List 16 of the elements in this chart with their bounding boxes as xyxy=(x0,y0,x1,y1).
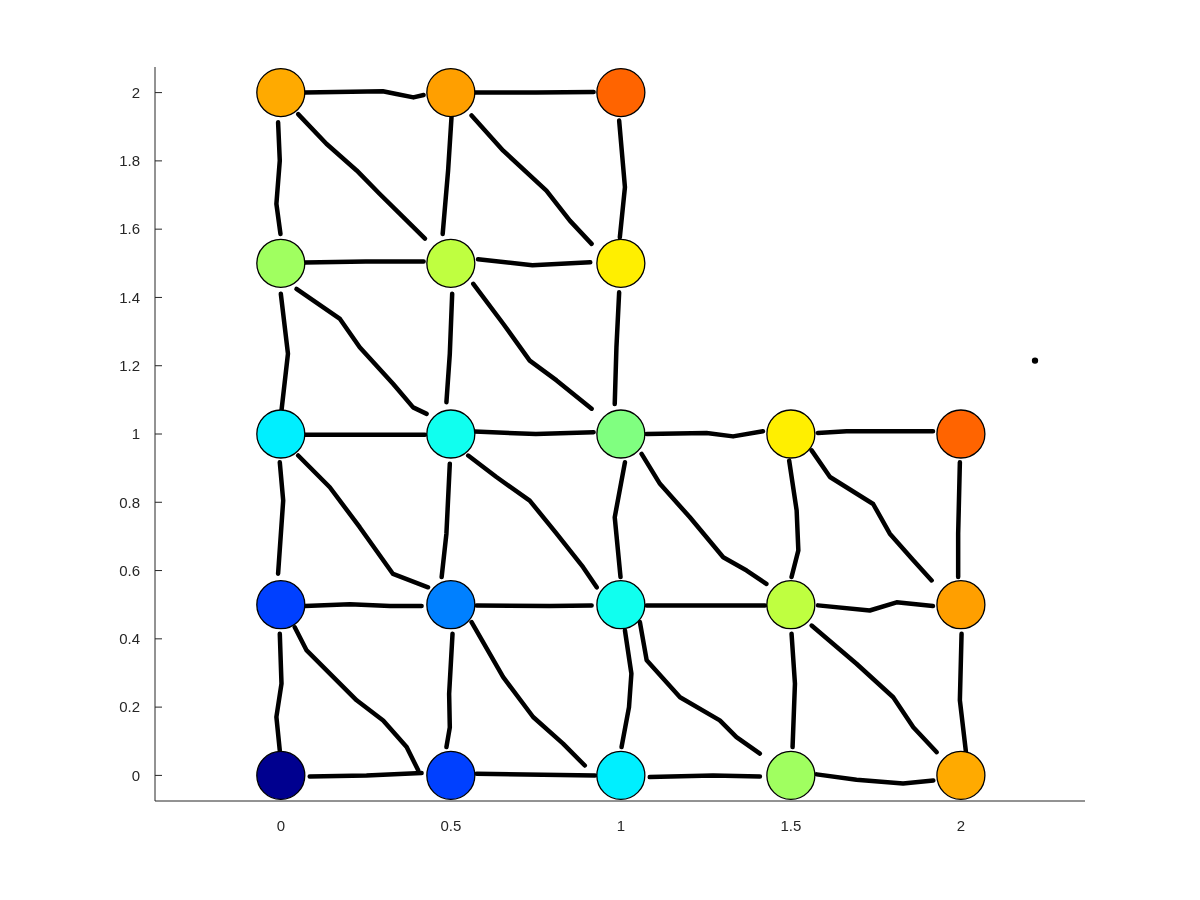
y-tick-label: 1 xyxy=(131,425,140,443)
x-tick-label: 2 xyxy=(956,817,966,834)
y-tick-label: 1.4 xyxy=(119,288,140,306)
x-tick-label: 0.5 xyxy=(440,817,462,834)
y-tick-label: 0.2 xyxy=(119,698,140,716)
y-tick-label: 2 xyxy=(131,83,140,101)
y-tick-label: 1.8 xyxy=(119,152,140,170)
y-tick-label: 1.6 xyxy=(119,220,140,238)
y-tick-label: 0.4 xyxy=(119,630,140,648)
y-tick-label: 1.2 xyxy=(119,356,140,374)
x-tick-label: 0 xyxy=(276,817,285,834)
y-tick-label: 0.6 xyxy=(119,561,140,579)
y-tick-label: 0 xyxy=(131,766,140,784)
y-tick-label: 0.8 xyxy=(119,493,140,511)
x-tick-label: 1 xyxy=(616,817,626,834)
x-tick-label: 1.5 xyxy=(780,817,802,834)
